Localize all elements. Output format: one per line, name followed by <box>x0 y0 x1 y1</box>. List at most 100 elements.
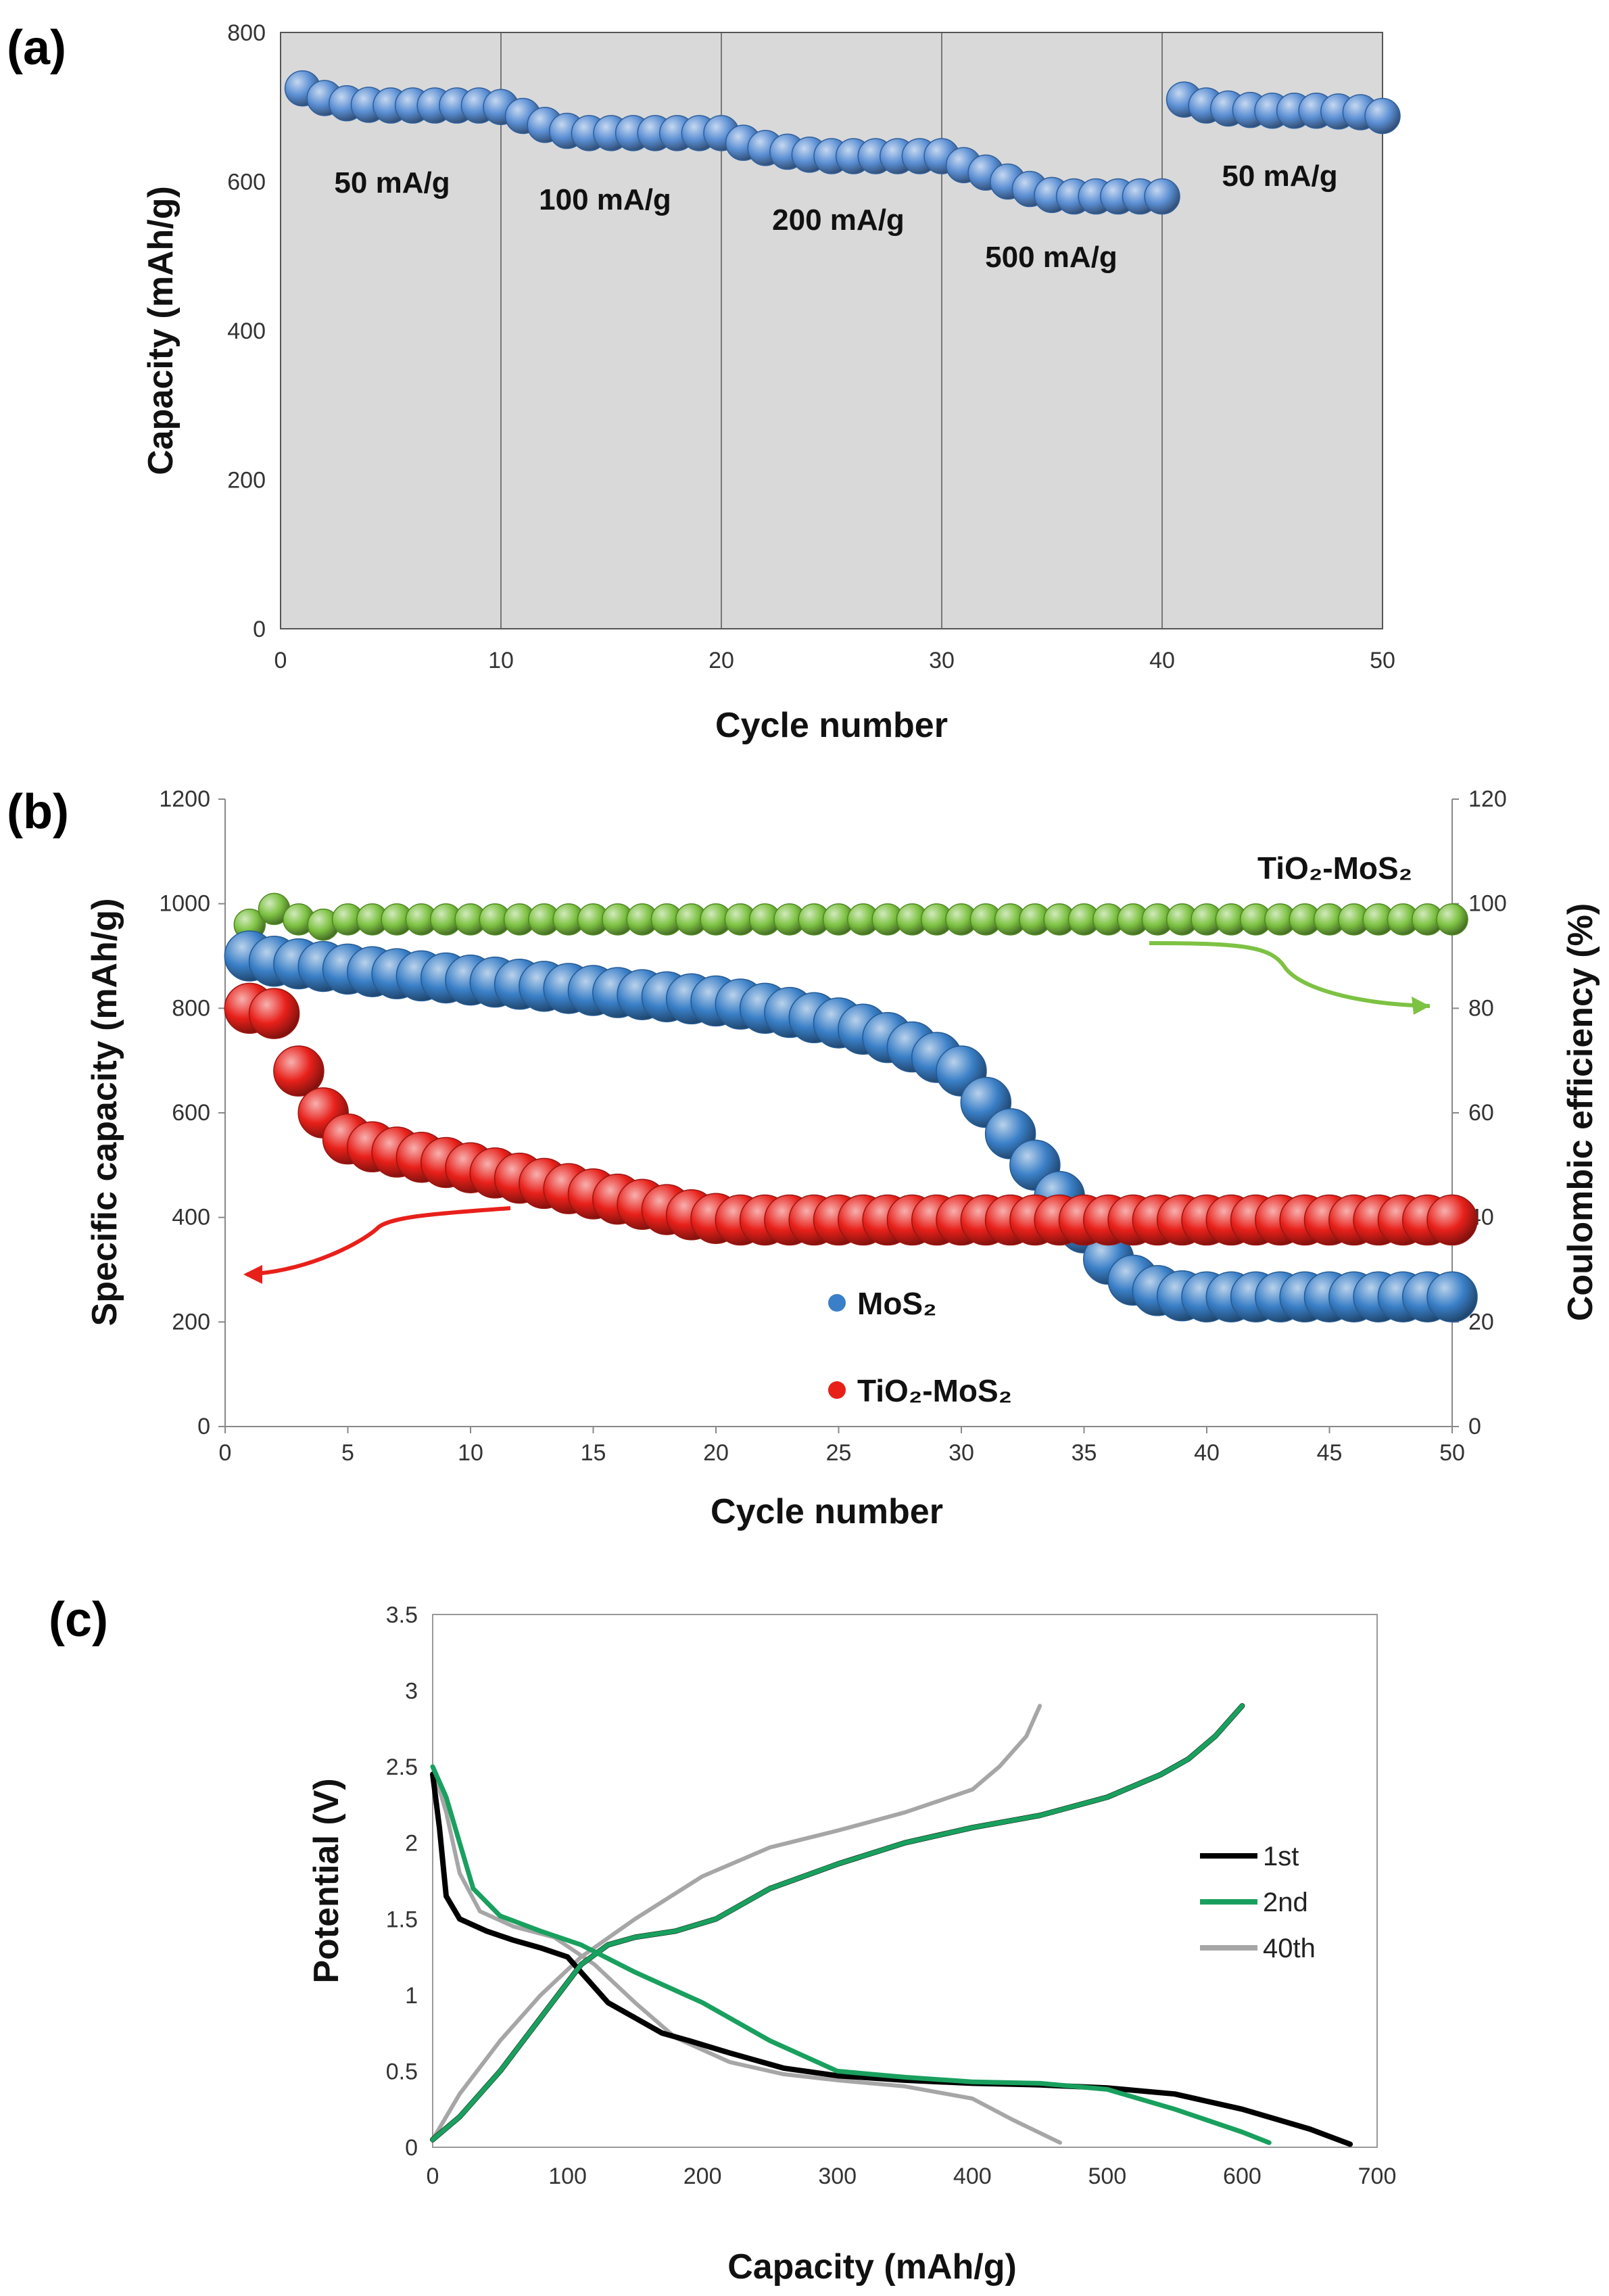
charge-curve-40th <box>431 1704 1042 2142</box>
panel-c-x-tick-label: 100 <box>548 2163 587 2189</box>
red-arrowhead <box>243 1265 262 1284</box>
legend-tio2-mos2-label: TiO₂-MoS₂ <box>857 1373 1012 1408</box>
coulombic-efficiency-points <box>233 892 1468 941</box>
red-arrow-to-left-axis <box>246 1206 511 1276</box>
panel-b-x-tick-label: 5 <box>341 1440 354 1466</box>
panel-c-y-tick-labels: 0 0.5 1 1.5 2 2.5 3 3.5 <box>386 1602 418 2161</box>
panel-b-x-tick-label: 30 <box>948 1440 974 1466</box>
legend-label-40th: 40th <box>1263 1934 1316 1963</box>
panel-c-y-tick-label: 2 <box>405 1831 418 1857</box>
rate-label-200: 200 mA/g <box>772 204 905 237</box>
panel-a-x-tick-label: 10 <box>488 648 514 673</box>
panel-b-right-tick-label: 100 <box>1468 891 1507 917</box>
panel-b-x-axis-label: Cycle number <box>711 1492 943 1531</box>
panel-c-plot-frame <box>432 1614 1378 2148</box>
charge-curve-2nd <box>430 1703 1245 2143</box>
panel-a-capacity-rate-chart: (a) 0 200 400 600 800 0 10 20 30 40 50 50 mA/g 10… <box>7 20 1401 745</box>
panel-label-c: (c) <box>49 1593 108 1647</box>
panel-c-y-tick-label: 1.5 <box>386 1907 418 1932</box>
panel-b-right-tick-label: 0 <box>1468 1414 1481 1439</box>
panel-c-x-tick-label: 300 <box>818 2163 857 2189</box>
panel-a-x-axis-label: Cycle number <box>715 706 948 745</box>
panel-c-x-tick-label: 400 <box>953 2163 992 2189</box>
panel-c-y-tick-label: 2.5 <box>386 1754 418 1780</box>
panel-b-x-tick-label: 10 <box>458 1440 483 1466</box>
legend-tio2-mos2-marker <box>828 1381 846 1399</box>
panel-b-x-tick-label: 25 <box>826 1440 852 1466</box>
panel-b-right-tick-label: 120 <box>1468 786 1507 812</box>
panel-b-right-tick-label: 80 <box>1468 995 1494 1021</box>
panel-b-right-axis-label: Coulombic efficiency (%) <box>1561 903 1600 1321</box>
panel-a-capacity-points <box>284 70 1401 215</box>
panel-b-left-tick-label: 400 <box>172 1205 210 1230</box>
capacity-point <box>1364 97 1401 135</box>
panel-c-x-tick-labels: 0 100 200 300 400 500 600 700 <box>427 2163 1397 2189</box>
rate-label-50-first: 50 mA/g <box>334 166 450 199</box>
panel-b-x-tick-label: 15 <box>581 1440 606 1466</box>
panel-a-y-tick-labels: 0 200 400 600 800 <box>227 20 266 642</box>
panel-b-left-tick-label: 1000 <box>159 891 210 917</box>
panel-a-x-tick-label: 40 <box>1149 648 1175 673</box>
green-arrow-to-right-axis <box>1149 941 1431 1008</box>
panel-b-x-tick-label: 50 <box>1439 1440 1465 1466</box>
panel-b-x-tick-label: 45 <box>1317 1440 1343 1466</box>
legend-mos2-label: MoS₂ <box>857 1286 937 1321</box>
capacity-point <box>1144 178 1180 215</box>
tio2-mos2-capacity-point <box>1426 1194 1478 1246</box>
panel-b-right-tick-label: 60 <box>1468 1100 1494 1126</box>
legend-label-2nd: 2nd <box>1263 1888 1308 1917</box>
panel-c-x-tick-label: 500 <box>1088 2163 1126 2189</box>
tio2-mos2-capacity-point <box>248 988 300 1039</box>
panel-c-x-tick-label: 0 <box>427 2163 439 2189</box>
panel-a-plot-area <box>281 32 1383 629</box>
mos2-capacity-point <box>1426 1271 1478 1322</box>
panel-a-x-tick-label: 20 <box>709 648 734 673</box>
green-arrowhead <box>1412 997 1430 1015</box>
panel-c-x-tick-label: 600 <box>1223 2163 1262 2189</box>
panel-b-left-axis-label: Specific capacity (mAh/g) <box>85 899 124 1326</box>
tio2-mos2-capacity-point <box>273 1045 325 1097</box>
panel-a-x-tick-labels: 0 10 20 30 40 50 <box>274 648 1395 673</box>
panel-c-x-axis-label: Capacity (mAh/g) <box>727 2247 1017 2287</box>
panel-b-x-tick-label: 0 <box>219 1440 232 1466</box>
panel-a-y-tick-label: 400 <box>227 318 266 344</box>
panel-b-x-tick-label: 40 <box>1194 1440 1220 1466</box>
panel-c-y-tick-label: 0 <box>405 2135 418 2161</box>
rate-label-100: 100 mA/g <box>539 183 671 216</box>
panel-b-x-tick-labels: 0 5 10 15 20 25 30 35 40 45 50 <box>219 1427 1465 1466</box>
panel-c-y-tick-label: 1 <box>405 1983 418 2009</box>
panel-b-left-tick-label: 1200 <box>159 786 210 812</box>
panel-a-plot-border <box>280 32 1383 629</box>
panel-b-left-tick-label: 0 <box>197 1414 210 1439</box>
panel-c-y-tick-label: 3 <box>405 1679 418 1704</box>
panel-b-x-tick-label: 20 <box>703 1440 729 1466</box>
panel-b-left-tick-label: 600 <box>172 1100 210 1126</box>
panel-a-y-tick-label: 200 <box>227 468 266 494</box>
discharge-curve-1st <box>430 1771 1353 2147</box>
panel-c-legend: 1st 2nd 40th <box>1200 1842 1316 1963</box>
tio2-mos2-efficiency-annotation: TiO₂-MoS₂ <box>1257 851 1412 886</box>
panel-b-right-tick-label: 20 <box>1468 1309 1494 1335</box>
panel-a-x-tick-label: 30 <box>929 648 955 673</box>
panel-c-x-tick-label: 700 <box>1358 2163 1397 2189</box>
panel-label-a: (a) <box>7 21 66 75</box>
rate-label-50-last: 50 mA/g <box>1222 160 1337 193</box>
rate-label-500: 500 mA/g <box>985 241 1118 274</box>
coulombic-efficiency-point <box>1436 903 1468 936</box>
panel-b-left-tick-label: 200 <box>172 1309 210 1335</box>
panel-b-axes <box>224 799 1453 1427</box>
panel-c-voltage-curves <box>430 1703 1353 2147</box>
panel-label-b: (b) <box>7 785 69 839</box>
panel-a-y-tick-label: 0 <box>253 617 266 642</box>
panel-a-y-tick-label: 800 <box>227 20 266 46</box>
panel-a-x-tick-label: 50 <box>1370 648 1395 673</box>
discharge-curve-40th <box>431 1765 1062 2145</box>
mos2-capacity-points <box>224 930 1478 1322</box>
panel-a-y-axis-label: Capacity (mAh/g) <box>141 186 181 475</box>
panel-b-left-tick-labels: 0 200 400 600 800 1000 1200 <box>159 786 225 1439</box>
legend-label-1st: 1st <box>1263 1842 1299 1871</box>
panel-c-y-tick-label: 0.5 <box>386 2059 418 2084</box>
